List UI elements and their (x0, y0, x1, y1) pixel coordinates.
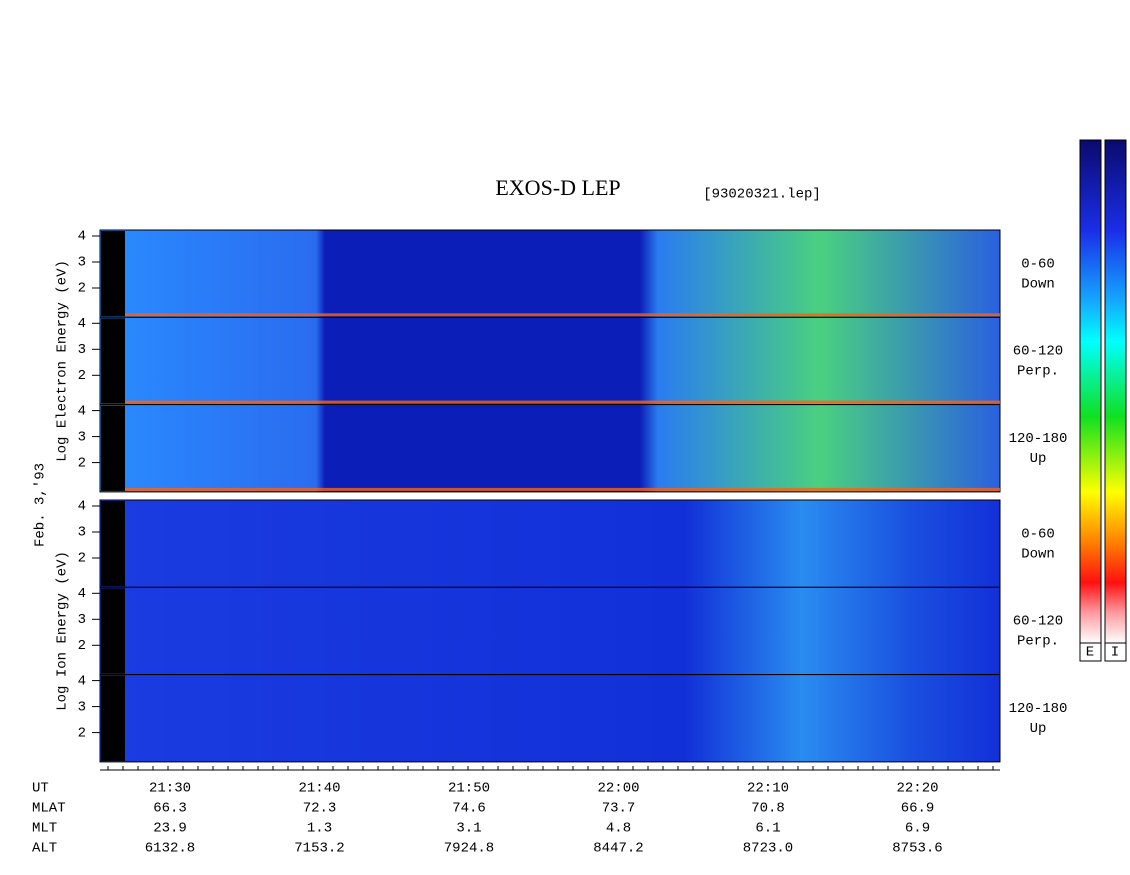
y-tick-label: 3 (78, 612, 86, 628)
y-tick-label: 4 (78, 316, 86, 332)
y-tick-label: 3 (78, 255, 86, 271)
row-label: MLAT (32, 801, 66, 817)
spectrogram-panel (99, 674, 1001, 763)
y-tick-label: 2 (78, 551, 86, 567)
data-gap (101, 405, 125, 491)
row-value: 22:20 (896, 781, 938, 797)
y-tick-label: 2 (78, 455, 86, 471)
chart-title: EXOS-D LEP (495, 175, 620, 200)
low-energy-band (125, 400, 1000, 404)
direction-label: Down (1021, 276, 1055, 292)
row-value: 73.7 (602, 801, 636, 817)
y-tick-label: 3 (78, 429, 86, 445)
y-tick-label: 2 (78, 368, 86, 384)
colorbar-label-box (1104, 642, 1127, 662)
y-axis-label: Log Electron Energy (eV) (55, 260, 71, 462)
row-value: 72.3 (303, 801, 337, 817)
y-tick-label: 3 (78, 699, 86, 715)
row-value: 22:10 (747, 781, 789, 797)
y-tick-label: 4 (78, 586, 86, 602)
spectrogram-panel (99, 229, 1001, 318)
y-axis-label: Log Ion Energy (eV) (55, 551, 71, 711)
row-value: 6.1 (755, 821, 780, 837)
colorbar-label: E (1086, 645, 1094, 661)
row-value: 3.1 (456, 821, 481, 837)
direction-label: Down (1021, 546, 1055, 562)
row-value: 21:50 (448, 781, 490, 797)
row-value: 70.8 (751, 801, 785, 817)
colorbar (1104, 139, 1127, 644)
row-value: 66.3 (153, 801, 187, 817)
row-value: 6.9 (905, 821, 930, 837)
y-tick-label: 2 (78, 638, 86, 654)
low-energy-band (125, 313, 1000, 317)
angle-label: 120-180 (1009, 701, 1068, 717)
row-value: 23.9 (153, 821, 187, 837)
angle-label: 0-60 (1021, 256, 1055, 272)
spectrogram-panel (99, 499, 1001, 588)
row-label: MLT (32, 821, 57, 837)
colorbar (1079, 139, 1102, 644)
data-gap (101, 588, 125, 674)
y-tick-label: 2 (78, 281, 86, 297)
row-value: 1.3 (307, 821, 332, 837)
row-value: 8723.0 (743, 841, 793, 857)
y-tick-label: 4 (78, 499, 86, 515)
y-tick-label: 2 (78, 725, 86, 741)
data-gap (101, 231, 125, 317)
file-name: [93020321.lep] (703, 187, 821, 203)
y-tick-label: 4 (78, 229, 86, 245)
spectrogram-panel (99, 404, 1001, 493)
spectrogram-panel (99, 586, 1001, 676)
low-energy-band (125, 487, 1000, 491)
y-tick-label: 3 (78, 342, 86, 358)
row-value: 66.9 (901, 801, 935, 817)
row-value: 7153.2 (294, 841, 344, 857)
direction-label: Perp. (1017, 634, 1059, 650)
row-value: 4.8 (606, 821, 631, 837)
row-value: 22:00 (597, 781, 639, 797)
direction-label: Up (1030, 451, 1047, 467)
direction-label: Up (1030, 721, 1047, 737)
row-value: 8753.6 (892, 841, 942, 857)
row-value: 21:30 (149, 781, 191, 797)
y-tick-label: 4 (78, 673, 86, 689)
y-tick-label: 3 (78, 525, 86, 541)
row-value: 74.6 (452, 801, 486, 817)
colorbar-label-box (1079, 642, 1102, 662)
row-value: 21:40 (298, 781, 340, 797)
y-tick-label: 4 (78, 403, 86, 419)
row-value: 7924.8 (444, 841, 494, 857)
row-label: UT (32, 781, 49, 797)
angle-label: 60-120 (1013, 344, 1063, 360)
spectrogram-panel (99, 316, 1001, 406)
data-gap (101, 501, 125, 587)
angle-label: 120-180 (1009, 431, 1068, 447)
row-value: 8447.2 (593, 841, 643, 857)
colorbar-label: I (1111, 645, 1119, 661)
data-gap (101, 318, 125, 404)
row-value: 6132.8 (145, 841, 195, 857)
angle-label: 60-120 (1013, 614, 1063, 630)
row-label: ALT (32, 841, 57, 857)
date-label: Feb. 3,'93 (33, 463, 49, 547)
data-gap (101, 675, 125, 761)
angle-label: 0-60 (1021, 526, 1055, 542)
direction-label: Perp. (1017, 364, 1059, 380)
